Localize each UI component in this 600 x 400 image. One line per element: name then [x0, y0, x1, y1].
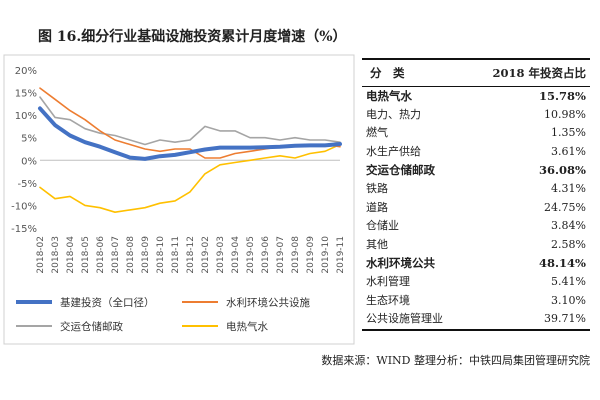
x-tick-label: 2019-02 — [201, 236, 211, 274]
table-cell-share: 3.10% — [551, 293, 586, 307]
x-tick-label: 2019-09 — [306, 236, 316, 274]
table-row: 电力、热力 10.98% — [362, 106, 590, 125]
table-cell-share: 4.31% — [551, 181, 586, 195]
y-tick-label: 5% — [21, 134, 37, 145]
table-row: 燃气 1.35% — [362, 124, 590, 143]
x-tick-label: 2018-11 — [171, 236, 181, 274]
table-cell-category: 仓储业 — [366, 219, 399, 233]
table-row: 生态环境 3.10% — [362, 292, 590, 311]
x-tick-label: 2018-12 — [186, 236, 196, 274]
y-tick-label: -10% — [11, 201, 37, 212]
x-tick-label: 2018-06 — [96, 236, 106, 274]
table-row: 水利环境公共 48.14% — [362, 254, 590, 273]
table-row: 铁路 4.31% — [362, 180, 590, 199]
table-header-category: 分 类 — [362, 58, 466, 87]
table-cell-category: 其他 — [366, 237, 388, 251]
x-tick-label: 2019-10 — [321, 236, 331, 274]
table-cell-category: 生态环境 — [366, 293, 410, 307]
x-tick-label: 2018-02 — [36, 236, 46, 274]
investment-share-table: 分 类 2018 年投资占比 电热气水 15.78% 电力、热力 10.98% 燃气 1.… — [362, 58, 590, 331]
x-tick-label: 2019-11 — [336, 236, 346, 274]
table-cell-category: 电热气水 — [366, 89, 412, 103]
y-tick-label: 15% — [15, 89, 37, 100]
table-cell-category: 公共设施管理业 — [362, 310, 466, 331]
table-cell-category: 道路 — [366, 200, 388, 214]
table-header-row: 分 类 2018 年投资占比 — [362, 58, 590, 87]
x-tick-label: 2019-03 — [216, 236, 226, 274]
table-row: 其他 2.58% — [362, 236, 590, 255]
series-line-3 — [39, 143, 341, 213]
table-cell-share: 48.14% — [539, 256, 586, 271]
table-cell-category: 交运仓储邮政 — [366, 163, 435, 178]
x-tick-label: 2018-07 — [111, 236, 121, 274]
x-tick-label: 2018-03 — [51, 236, 61, 274]
table-cell-category: 燃气 — [366, 126, 388, 140]
table-row: 电热气水 15.78% — [362, 87, 590, 106]
y-tick-label: 0% — [21, 156, 37, 167]
legend-label: 水利环境公共设施 — [226, 296, 310, 309]
table-cell-category: 电力、热力 — [366, 107, 421, 121]
table-cell-share: 1.35% — [551, 126, 586, 140]
table-row: 水生产供给 3.61% — [362, 143, 590, 162]
x-tick-label: 2019-05 — [246, 236, 256, 274]
legend-label: 基建投资（全口径） — [60, 296, 155, 309]
legend-label: 电热气水 — [226, 320, 268, 333]
table-cell-share: 36.08% — [539, 163, 586, 178]
table-cell-share: 5.41% — [551, 274, 586, 288]
table-cell-category: 水利管理 — [366, 274, 410, 288]
x-tick-label: 2019-08 — [291, 236, 301, 274]
table-cell-category: 水生产供给 — [366, 144, 421, 158]
x-tick-label: 2018-04 — [66, 236, 76, 274]
table-cell-category: 水利环境公共 — [366, 256, 435, 271]
x-tick-label: 2019-07 — [276, 236, 286, 274]
chart-border — [3, 54, 355, 345]
source-note: 数据来源：WIND 整理分析：中铁四局集团管理研究院 — [321, 354, 590, 367]
y-tick-label: 10% — [15, 111, 37, 122]
table-row: 交运仓储邮政 36.08% — [362, 161, 590, 180]
series-line-0 — [38, 106, 342, 161]
y-tick-label: 20% — [15, 66, 37, 77]
x-tick-label: 2018-10 — [156, 236, 166, 274]
table-row: 水利管理 5.41% — [362, 273, 590, 292]
table-header-share: 2018 年投资占比 — [465, 58, 590, 87]
x-tick-label: 2019-04 — [231, 236, 241, 274]
table-cell-share: 3.84% — [551, 219, 586, 233]
y-tick-label: -15% — [11, 224, 37, 235]
x-tick-label: 2018-09 — [141, 236, 151, 274]
x-tick-label: 2018-05 — [81, 236, 91, 274]
x-tick-label: 2019-06 — [261, 236, 271, 274]
table-cell-share: 15.78% — [539, 89, 586, 103]
table-row: 公共设施管理业 39.71% — [362, 310, 590, 331]
table-cell-category: 铁路 — [366, 181, 388, 195]
legend-label: 交运仓储邮政 — [60, 320, 123, 333]
table-row: 仓储业 3.84% — [362, 217, 590, 236]
figure-title: 图 16.细分行业基础设施投资累计月度增速（%） — [38, 29, 347, 45]
table-cell-share: 24.75% — [544, 200, 586, 214]
table-row: 道路 24.75% — [362, 199, 590, 218]
table-cell-share: 3.61% — [551, 144, 586, 158]
table-cell-share: 10.98% — [544, 107, 586, 121]
y-tick-label: -5% — [18, 179, 37, 190]
series-line-2 — [39, 96, 341, 146]
x-tick-label: 2018-08 — [126, 236, 136, 274]
table-cell-share: 39.71% — [465, 310, 590, 331]
table-cell-share: 2.58% — [551, 237, 586, 251]
